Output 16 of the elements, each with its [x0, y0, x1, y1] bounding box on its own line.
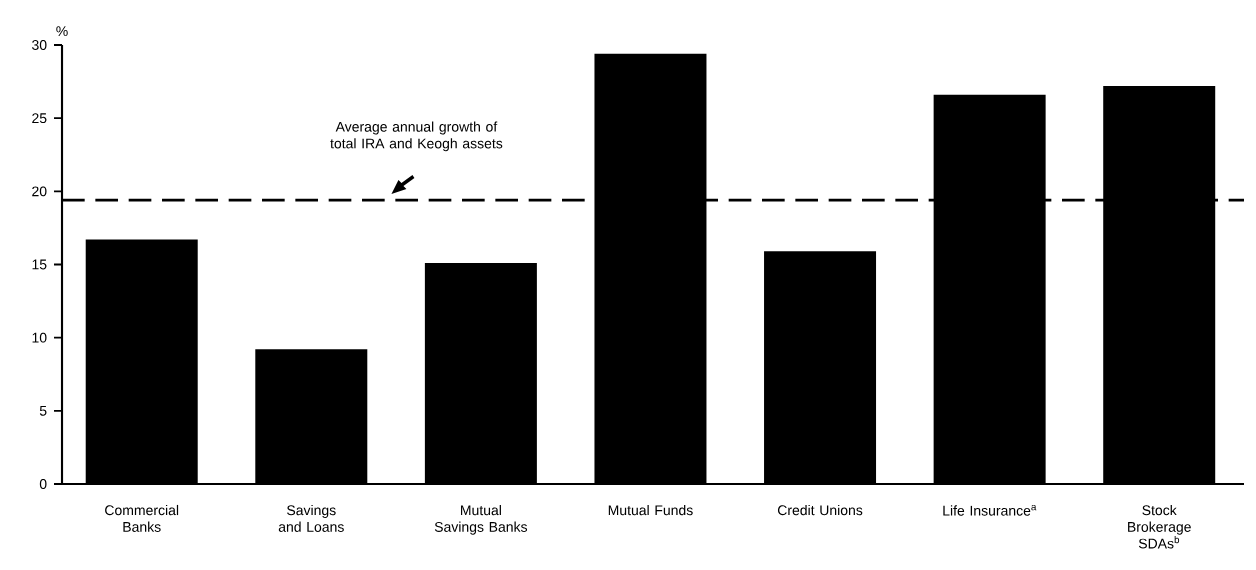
y-tick-label: 5 [39, 405, 47, 416]
x-tick-label: Commercial Banks [105, 504, 179, 532]
y-tick-label: 15 [32, 259, 47, 270]
y-tick-label: 20 [32, 186, 47, 197]
x-tick-label: Credit Unions [777, 504, 863, 516]
ref-line-label: Average annual growth of total IRA and Keogh assets [330, 121, 503, 152]
x-tick-label: Mutual Savings Banks [434, 504, 528, 535]
x-tick-label: Savings and Loans [278, 504, 344, 532]
y-tick-label: 25 [32, 113, 47, 124]
y-axis-title: % [56, 26, 68, 37]
x-tick-label: Mutual Funds [608, 504, 693, 516]
x-tick-label: Life Insurance$^{a}$ [943, 504, 1037, 516]
y-tick-label: 0 [39, 479, 47, 489]
y-tick-label: 30 [32, 40, 47, 50]
x-tick-label: Stock Brokerage SDAs$^{b}$ [1128, 504, 1191, 549]
y-tick-label: 10 [32, 332, 47, 343]
